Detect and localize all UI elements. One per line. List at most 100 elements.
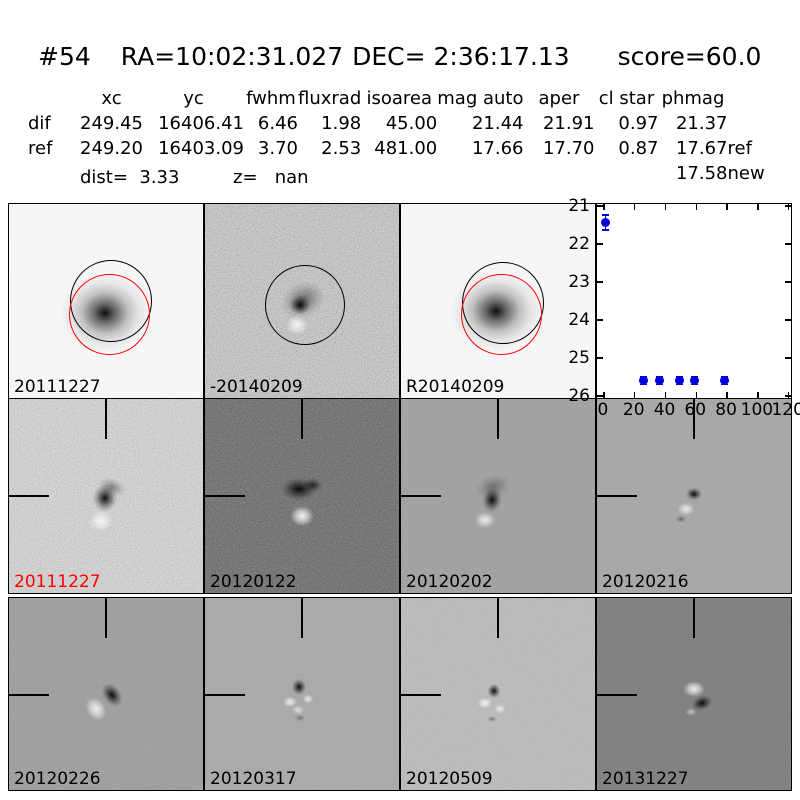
x-tick-label: 120 bbox=[771, 400, 800, 420]
residual-blob-light bbox=[287, 503, 317, 529]
crosshair-tick-horizontal bbox=[9, 694, 49, 696]
residual-blob-dark bbox=[684, 486, 704, 502]
dec-value: DEC= 2:36:17.13 bbox=[352, 42, 570, 71]
axis-tick bbox=[633, 392, 636, 398]
axis-tick bbox=[726, 204, 728, 210]
residual-blob-dark bbox=[674, 514, 688, 524]
residual-blob-light bbox=[86, 508, 116, 534]
residual-blob-dark bbox=[301, 476, 325, 494]
axis-tick bbox=[695, 392, 698, 398]
crosshair-tick-horizontal bbox=[9, 495, 49, 497]
crosshair-tick-vertical bbox=[693, 598, 695, 638]
y-tick-label: 25 bbox=[568, 348, 590, 369]
axis-tick bbox=[757, 204, 759, 210]
axis-tick bbox=[664, 204, 667, 210]
axis-tick bbox=[785, 319, 791, 321]
light-curve-plot bbox=[596, 203, 792, 399]
crosshair-tick-vertical bbox=[105, 598, 107, 638]
cutout-grid: 20111227 -20140209 R20140209 bbox=[8, 203, 792, 791]
axis-tick bbox=[633, 204, 636, 210]
axis-tick bbox=[597, 319, 603, 321]
y-axis-tick-labels: 21 22 23 24 25 26 bbox=[498, 196, 590, 406]
col-header-fwhm: fwhm bbox=[246, 88, 296, 109]
axis-tick bbox=[597, 205, 603, 207]
cutout-new-image: 20111227 bbox=[8, 203, 204, 399]
cutout-epoch-panel: 20120122 bbox=[204, 398, 400, 594]
cutout-epoch-panel: 20120317 bbox=[204, 597, 400, 791]
col-header-phmag: phmag bbox=[661, 88, 725, 109]
axis-tick bbox=[787, 392, 790, 398]
axis-tick bbox=[603, 204, 605, 210]
col-header-xc: xc bbox=[101, 88, 122, 109]
crosshair-tick-vertical bbox=[301, 598, 303, 638]
error-bar bbox=[601, 214, 609, 216]
cutout-label: 20120226 bbox=[14, 769, 101, 789]
cutout-epoch-panel: 20111227 bbox=[8, 398, 204, 594]
data-point bbox=[639, 376, 649, 386]
data-point bbox=[719, 376, 729, 386]
figure-title: #54 RA=10:02:31.027 DEC= 2:36:17.13 score=6… bbox=[38, 42, 761, 71]
axis-tick bbox=[785, 395, 791, 397]
col-header-fluxrad: fluxrad bbox=[297, 88, 362, 109]
cutout-label: 20120509 bbox=[406, 769, 493, 789]
residual-blob-dark bbox=[293, 714, 307, 722]
residual-blob-light bbox=[684, 707, 698, 717]
table-row-new-phmag: 17.58 new bbox=[28, 161, 779, 186]
aperture-circle-red bbox=[69, 274, 150, 355]
cutout-label: 20131227 bbox=[602, 769, 689, 789]
crosshair-tick-vertical bbox=[497, 598, 499, 638]
cutout-label: 20120202 bbox=[406, 572, 493, 592]
y-tick-label: 26 bbox=[568, 386, 590, 407]
cutout-label: R20140209 bbox=[406, 377, 505, 397]
crosshair-tick-vertical bbox=[105, 399, 107, 439]
col-header-yc: yc bbox=[183, 88, 204, 109]
error-bar bbox=[601, 229, 609, 231]
data-point bbox=[674, 376, 684, 386]
y-tick-label: 23 bbox=[568, 271, 590, 292]
cutout-label: 20120317 bbox=[210, 769, 297, 789]
table-row-dif: dif 249.45 16406.41 6.46 1.98 45.00 21.4… bbox=[28, 113, 728, 134]
aperture-circle-black bbox=[265, 265, 345, 345]
crosshair-tick-horizontal bbox=[401, 694, 441, 696]
cutout-label: 20120216 bbox=[602, 572, 689, 592]
phmag-new-suffix: new bbox=[727, 163, 765, 184]
col-header-cl-star: cl star bbox=[598, 88, 655, 109]
axis-tick bbox=[603, 392, 605, 398]
axis-tick bbox=[597, 357, 603, 359]
residual-blob-light bbox=[493, 703, 507, 715]
photometry-table: xc yc fwhm fluxrad isoarea mag auto aper… bbox=[28, 86, 779, 186]
y-tick-label: 22 bbox=[568, 233, 590, 254]
data-point bbox=[690, 376, 700, 386]
table-header-row: xc yc fwhm fluxrad isoarea mag auto aper… bbox=[28, 86, 779, 111]
phmag-new-value: 17.58 bbox=[675, 163, 728, 184]
cutout-label: 20111227 bbox=[14, 572, 101, 592]
cutout-epoch-panel: 20131227 bbox=[596, 597, 792, 791]
axis-tick bbox=[757, 392, 759, 398]
axis-tick bbox=[726, 392, 728, 398]
axis-tick bbox=[597, 243, 603, 245]
axis-tick bbox=[785, 205, 791, 207]
data-point bbox=[654, 376, 664, 386]
axis-tick bbox=[597, 281, 603, 283]
cutout-label: 20120122 bbox=[210, 572, 297, 592]
crosshair-tick-horizontal bbox=[597, 495, 637, 497]
table-row-ref: ref 249.20 16403.09 3.70 2.53 481.00 17.… bbox=[28, 138, 752, 159]
cutout-label: 20111227 bbox=[14, 377, 101, 397]
col-header-aper: aper bbox=[538, 88, 580, 109]
axis-tick bbox=[785, 281, 791, 283]
data-point bbox=[600, 218, 610, 228]
x-axis-tick-labels: 0 20 40 60 80 100 120 bbox=[596, 400, 800, 420]
col-header-isoarea: isoarea bbox=[366, 88, 433, 109]
axis-tick bbox=[785, 243, 791, 245]
crosshair-tick-horizontal bbox=[205, 694, 245, 696]
cutout-label: -20140209 bbox=[210, 377, 303, 397]
residual-blob-light bbox=[476, 696, 494, 710]
cutout-epoch-panel: 20120216 bbox=[596, 398, 792, 594]
redshift-value: z= nan bbox=[233, 167, 309, 188]
crosshair-tick-horizontal bbox=[205, 495, 245, 497]
crosshair-tick-vertical bbox=[301, 399, 303, 439]
cutout-epoch-panel: 20120202 bbox=[400, 398, 596, 594]
score-value: score=60.0 bbox=[617, 42, 762, 71]
residual-blob-light bbox=[301, 693, 315, 705]
